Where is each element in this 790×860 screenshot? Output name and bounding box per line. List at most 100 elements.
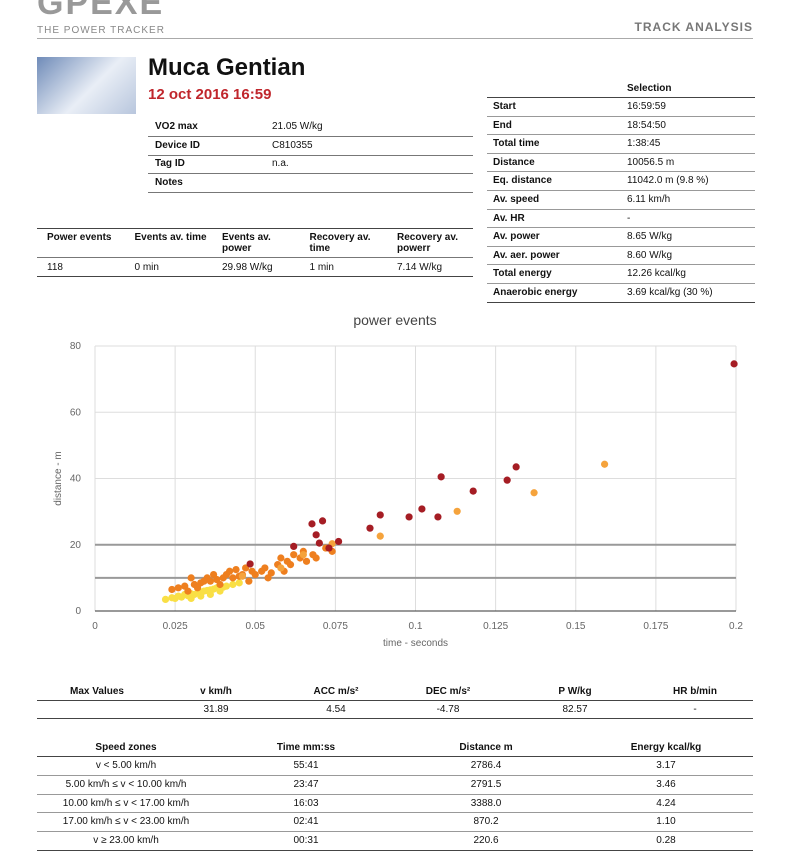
speed-zones-cell: 16:03 xyxy=(293,797,319,809)
table-rule xyxy=(37,812,753,814)
scatter-point xyxy=(277,564,285,572)
scatter-point xyxy=(264,574,272,582)
scatter-point xyxy=(238,572,247,580)
table-rule xyxy=(487,208,755,210)
scatter-point xyxy=(512,463,520,471)
scatter-point xyxy=(226,567,234,575)
table-rule xyxy=(487,171,755,173)
selection-label: Av. speed xyxy=(493,194,540,205)
selection-value: 16:59:59 xyxy=(627,101,666,112)
tagline: THE POWER TRACKER xyxy=(37,25,165,36)
power-events-header: Recovery av. time xyxy=(309,232,371,254)
selection-label: Av. aer. power xyxy=(493,249,560,261)
table-rule xyxy=(37,718,753,719)
scatter-point xyxy=(197,592,205,600)
y-tick-label: 0 xyxy=(75,606,81,617)
scatter-point xyxy=(315,539,323,547)
max-values-header: v km/h xyxy=(200,686,232,697)
selection-label: Av. power xyxy=(493,231,540,243)
selection-value: 12.26 kcal/kg xyxy=(627,268,686,280)
table-rule xyxy=(37,276,473,277)
table-rule xyxy=(487,190,755,191)
scatter-point xyxy=(216,587,224,595)
scatter-point xyxy=(187,574,195,582)
scatter-point xyxy=(376,511,384,519)
table-rule xyxy=(37,774,753,776)
y-tick-label: 40 xyxy=(70,474,82,485)
x-tick-label: 0.2 xyxy=(729,621,743,632)
speed-zones-cell: 00:31 xyxy=(293,835,319,847)
speed-zones-cell: 2791.5 xyxy=(470,778,502,790)
table-rule xyxy=(148,173,473,175)
info-label: Notes xyxy=(155,176,183,188)
table-rule xyxy=(487,115,755,117)
speed-zones-cell: 5.00 km/h ≤ v < 10.00 km/h xyxy=(65,778,187,790)
x-tick-label: 0.1 xyxy=(409,621,423,632)
scatter-point xyxy=(286,561,295,569)
scatter-point xyxy=(174,584,182,592)
table-rule xyxy=(148,191,473,193)
scatter-point xyxy=(530,489,538,497)
power-events-header: Recovery av. powerr xyxy=(397,232,458,254)
x-tick-label: 0.05 xyxy=(246,621,266,632)
selection-value: - xyxy=(627,212,631,224)
table-rule xyxy=(37,228,473,229)
scatter-point xyxy=(376,532,384,540)
y-tick-label: 80 xyxy=(70,341,82,352)
speed-zones-cell: 02:41 xyxy=(293,816,319,828)
selection-label: Total time xyxy=(493,138,540,150)
athlete-photo xyxy=(37,57,136,114)
table-rule xyxy=(37,850,753,851)
scatter-point xyxy=(251,570,259,579)
scatter-point xyxy=(229,580,237,589)
selection-label: Eq. distance xyxy=(493,175,552,187)
table-rule xyxy=(37,257,473,258)
scatter-point xyxy=(469,487,477,495)
logo: GPEXE xyxy=(37,0,165,22)
table-rule xyxy=(487,245,755,247)
selection-value: 3.69 kcal/kg (30 %) xyxy=(627,287,713,298)
scatter-point xyxy=(299,551,307,559)
scatter-point xyxy=(312,554,320,562)
scatter-point xyxy=(261,564,269,572)
scatter-point xyxy=(434,513,442,521)
selection-title: Selection xyxy=(627,83,672,94)
speed-zones-header: Distance m xyxy=(459,742,513,753)
scatter-point xyxy=(229,574,237,582)
scatter-point xyxy=(184,587,192,595)
x-axis-label: time - seconds xyxy=(383,638,448,649)
scatter-point xyxy=(187,594,195,603)
scatter-point xyxy=(235,579,243,587)
x-tick-label: 0.125 xyxy=(483,621,508,632)
table-rule xyxy=(487,152,755,154)
scatter-point xyxy=(453,507,461,515)
scatter-point xyxy=(206,590,214,599)
x-tick-label: 0 xyxy=(92,621,98,632)
speed-zones-cell: 2786.4 xyxy=(470,760,502,771)
table-rule xyxy=(487,227,755,229)
speed-zones-cell: 220.6 xyxy=(473,835,499,847)
table-rule xyxy=(37,756,753,757)
table-rule xyxy=(37,831,753,833)
scatter-point xyxy=(246,560,254,568)
x-tick-label: 0.15 xyxy=(566,621,586,632)
selection-label: Anaerobic energy xyxy=(493,287,578,298)
selection-label: End xyxy=(493,119,512,131)
scatter-point xyxy=(245,577,253,585)
scatter-point xyxy=(277,554,285,562)
x-tick-label: 0.175 xyxy=(643,621,668,632)
selection-label: Start xyxy=(493,101,516,112)
scatter-point xyxy=(405,513,413,521)
scatter-point xyxy=(232,565,240,574)
max-values-header: P W/kg xyxy=(558,686,592,697)
scatter-point xyxy=(418,505,426,513)
selection-value: 8.65 W/kg xyxy=(627,231,673,243)
scatter-point xyxy=(222,582,231,590)
speed-zones-cell: 0.28 xyxy=(656,835,676,847)
x-tick-label: 0.025 xyxy=(163,621,188,632)
table-rule xyxy=(37,700,753,701)
max-values-header: HR b/min xyxy=(673,686,717,697)
scatter-point xyxy=(325,544,333,552)
